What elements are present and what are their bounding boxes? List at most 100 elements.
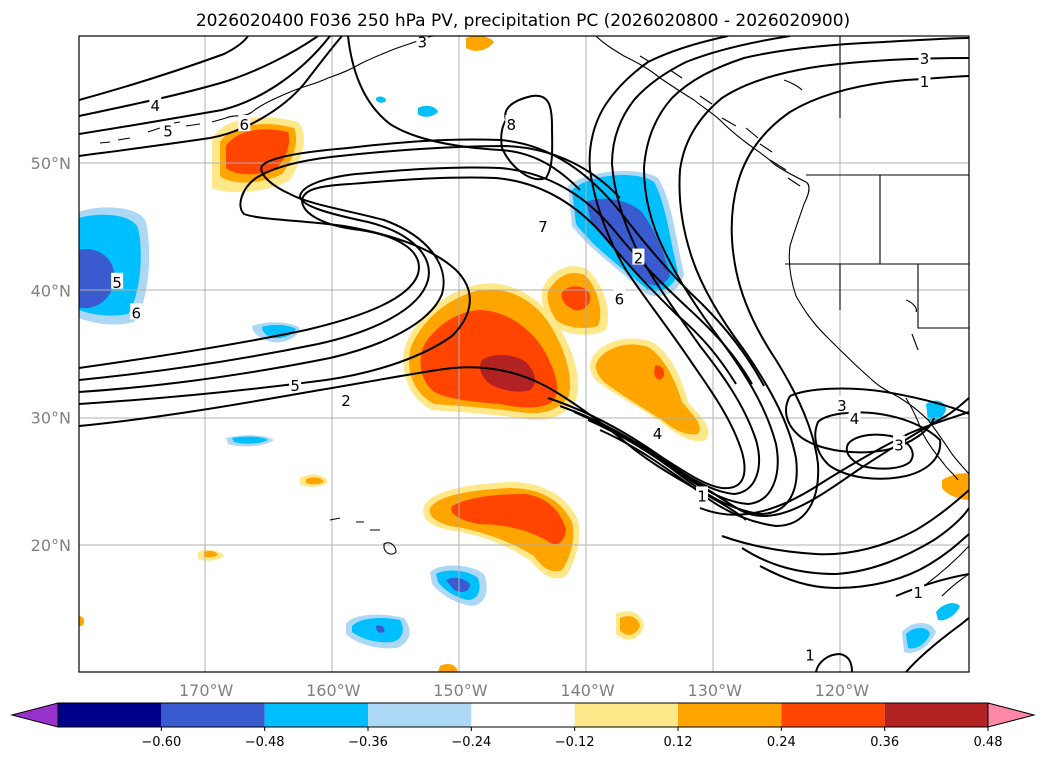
lon-tick-label: 150°W bbox=[433, 681, 488, 700]
pv-contour bbox=[699, 411, 969, 516]
pv-contour-label: 2 bbox=[341, 392, 351, 410]
pv-label-halo bbox=[696, 486, 708, 503]
pv-label-halo bbox=[111, 272, 124, 289]
pv-contour bbox=[79, 36, 331, 135]
pv-contour bbox=[895, 573, 969, 597]
pv-contour-label: 5 bbox=[163, 122, 173, 140]
colorbar-segment bbox=[471, 703, 575, 727]
pv-contour bbox=[559, 36, 791, 496]
colorbar-segment bbox=[58, 703, 162, 727]
mexico-coast bbox=[923, 545, 969, 597]
pv-contour-label: 6 bbox=[615, 290, 625, 308]
pv-label-halo bbox=[613, 289, 626, 306]
pv-contour bbox=[79, 144, 621, 405]
pv-contour bbox=[815, 652, 853, 672]
alaska-coast bbox=[595, 36, 810, 205]
colorbar-segment bbox=[574, 703, 678, 727]
pv-label-halo bbox=[416, 36, 429, 49]
pv-label-halo bbox=[918, 71, 931, 88]
pv-label-halo bbox=[340, 391, 352, 408]
pv-contour-label: 5 bbox=[290, 377, 300, 395]
colorbar-tick-label: −0.48 bbox=[245, 735, 285, 750]
pv-contour-label: 2 bbox=[634, 250, 644, 268]
pv-label-halo bbox=[848, 408, 861, 425]
precip-negative-region bbox=[926, 400, 946, 423]
colorbar-segment bbox=[678, 703, 782, 727]
precip-negative-region bbox=[418, 105, 438, 117]
pv-contour bbox=[79, 366, 747, 521]
pv-contour bbox=[785, 387, 969, 454]
lon-tick-label: 130°W bbox=[688, 681, 743, 700]
precip-positive-region bbox=[451, 494, 566, 545]
lon-tick-label: 140°W bbox=[560, 681, 615, 700]
pv-label-halo bbox=[918, 48, 931, 65]
pv-contour bbox=[587, 57, 969, 516]
baja-peninsula bbox=[905, 397, 959, 481]
pv-contour bbox=[79, 36, 319, 117]
pv-label-halo bbox=[162, 121, 174, 138]
pv-contour bbox=[814, 411, 942, 480]
pv-label-halo bbox=[632, 248, 645, 265]
pv-contour-label: 4 bbox=[850, 410, 860, 428]
us-west-coast bbox=[788, 203, 969, 475]
pv-label-halo bbox=[893, 435, 906, 452]
pv-contour bbox=[905, 617, 969, 672]
precip-negative-region bbox=[446, 577, 470, 592]
colorbar-tick-label: 0.48 bbox=[974, 735, 1003, 750]
pv-contour bbox=[635, 397, 969, 517]
precip-negative-region bbox=[906, 628, 930, 649]
map-frame bbox=[78, 35, 970, 673]
pv-contour-label: 4 bbox=[653, 425, 663, 443]
pv-contour bbox=[721, 489, 969, 556]
pv-contour bbox=[599, 75, 969, 528]
lat-tick-label: 30°N bbox=[31, 409, 71, 428]
coastlines bbox=[99, 36, 969, 597]
precip-positive-region bbox=[480, 354, 535, 392]
colorbar-tick-label: −0.24 bbox=[451, 735, 491, 750]
colorbar-tick-label: −0.60 bbox=[141, 735, 181, 750]
colorbar-segment bbox=[264, 703, 368, 727]
pv-contour-label: 3 bbox=[418, 33, 428, 51]
pv-contour bbox=[79, 36, 249, 101]
pv-label-halo bbox=[289, 375, 302, 392]
chart-title: 2026020400 F036 250 hPa PV, precipitatio… bbox=[196, 11, 850, 31]
lat-tick-label: 20°N bbox=[31, 536, 71, 555]
pv-contour-label: 3 bbox=[920, 50, 930, 68]
pv-contour-label: 6 bbox=[131, 304, 141, 322]
pv-label-halo bbox=[149, 95, 162, 112]
colorbar-segment bbox=[368, 703, 472, 727]
pv-label-halo bbox=[130, 303, 143, 320]
colorbar-extend-low bbox=[10, 702, 59, 728]
lat-tick-label: 50°N bbox=[31, 154, 71, 173]
colorbar-segment bbox=[781, 703, 885, 727]
pv-label-halo bbox=[505, 115, 518, 132]
pv-contour-label: 5 bbox=[112, 274, 122, 292]
precip-positive-region bbox=[438, 664, 458, 672]
colorbar-tick-label: −0.12 bbox=[555, 735, 595, 750]
bc-islands bbox=[639, 55, 801, 187]
pv-contour-label: 1 bbox=[920, 73, 930, 91]
pv-contour-label: 1 bbox=[805, 646, 815, 664]
pv-contour-label: 1 bbox=[913, 584, 923, 602]
latitude-labels: 20°N 30°N 40°N 50°N bbox=[31, 154, 71, 555]
colorbar-tick-label: 0.36 bbox=[870, 735, 899, 750]
pv-label-halo bbox=[912, 583, 925, 600]
lon-tick-label: 160°W bbox=[306, 681, 361, 700]
pv-contour bbox=[845, 433, 914, 470]
pv-label-halo bbox=[238, 115, 251, 132]
pv-label-halo bbox=[651, 424, 664, 441]
precip-negative-region bbox=[376, 625, 385, 633]
pv-contour-label: 1 bbox=[697, 487, 707, 505]
precip-positive-region bbox=[466, 36, 494, 51]
state-borders bbox=[785, 175, 969, 351]
precip-negative-region bbox=[936, 603, 960, 621]
pv-contour bbox=[759, 533, 969, 590]
pv-contour-label: 6 bbox=[240, 116, 250, 134]
precip-positive-region bbox=[942, 473, 969, 500]
precip-negative-region bbox=[262, 324, 296, 339]
precip-positive-region bbox=[561, 286, 591, 311]
lon-tick-label: 170°W bbox=[179, 681, 234, 700]
pv-contour bbox=[573, 37, 969, 506]
precip-positive-region bbox=[306, 477, 324, 485]
